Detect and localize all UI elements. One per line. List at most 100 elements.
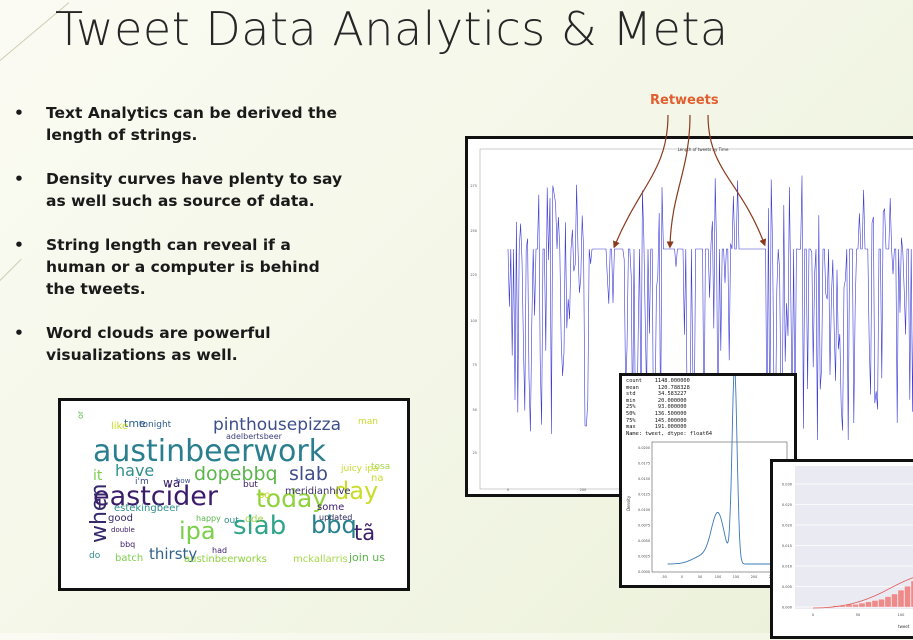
ts-y-tick: 100 [470,319,477,323]
ts-x-tick: 200 [580,488,587,492]
density-x-tick: -50 [661,575,667,579]
wordcloud-word: man [358,417,378,427]
wordcloud-word: have [115,461,155,480]
hist-kde-curve [812,577,913,609]
bullet-item: Text Analytics can be derived the length… [14,102,344,146]
density-y-tick: 0.0025 [638,555,650,559]
wordcloud-word: join us [349,551,386,564]
density-y-tick: 0.0000 [638,570,650,574]
hist-plot-area [795,466,913,609]
hist-y-tick: 0.020 [782,524,792,528]
hist-y-tick: 0.000 [782,606,792,610]
histogram-chart: 0.030 0.025 0.020 0.015 0.010 0.005 0.000 0 50 1… [782,466,913,629]
hist-y-tick: 0.005 [782,585,792,589]
chart-title: Length of tweets by Time [678,147,729,152]
wordcloud-word: tme [124,417,146,430]
wordcloud-word: wa [163,476,181,490]
wordcloud-word: mckallarris [293,554,348,565]
hist-x-tick: 100 [898,613,905,617]
bullet-item: Word clouds are powerful visualizations … [14,322,344,366]
wordcloud-word: some [317,502,345,513]
wordcloud-word: austinbeerworks [184,554,267,565]
wordcloud-word: today [256,484,328,513]
hist-bar [865,601,872,608]
ts-y-tick: 275 [470,184,477,188]
wordcloud-word: juicy ipa [341,464,379,474]
wordcloud-word: it [93,468,103,484]
hist-xlabel: tweet [898,624,910,629]
hist-bar [878,599,885,608]
wordcloud-word: how [176,477,191,485]
ts-y-tick: 225 [470,273,477,277]
wordcloud-word: slab [233,511,287,541]
hist-bar [871,600,879,608]
wordcloud-word: do [89,551,101,561]
ts-y-tick: 50 [473,408,477,412]
density-ylabel: Density [626,495,631,511]
wordcloud-word: one [76,411,85,419]
wordcloud-word: bbq [120,540,136,549]
density-y-tick: 0.0200 [638,446,650,450]
retweets-annotation: Retweets [650,93,719,108]
density-y-tick: 0.0075 [638,524,650,528]
density-y-tick: 0.0175 [638,462,650,466]
wordcloud-word: na [371,473,384,484]
density-x-tick: 0 [681,575,683,579]
wordcloud-word: tosa [371,462,391,472]
wordcloud-word: so [259,490,271,501]
hist-bar [858,602,866,608]
wordcloud-word: thirsty [149,545,198,563]
wordcloud-word: updated [319,513,353,522]
hist-x-tick: 50 [856,613,860,617]
wordcloud-word: happy [196,514,221,523]
hist-bar [897,589,905,608]
density-y-tick: 0.0050 [638,539,650,543]
wordcloud-word: double [111,526,135,534]
hist-bar [852,604,859,608]
density-x-tick: 200 [751,575,757,579]
density-x-tick: 150 [733,575,739,579]
wordcloud-word: meridianhive [285,486,351,497]
wordcloud-word: out [224,516,239,526]
ts-y-tick: 250 [470,229,477,233]
hist-y-tick: 0.025 [782,503,792,507]
hist-y-tick: 0.030 [782,483,792,487]
wordcloud-image: austinbeerwork eastcider pinthousepizza dop… [58,398,410,591]
wordcloud-word: day [334,477,379,505]
density-x-tick: 100 [715,575,721,579]
wordcloud-word: tonight [139,420,172,430]
wordcloud-word: adelbertsbeer [226,432,282,441]
histogram-panel: 0.030 0.025 0.020 0.015 0.010 0.005 0.000 0 50 1… [770,459,913,639]
wordcloud-word: austinbeerwork [93,434,327,469]
wordcloud-canvas: austinbeerwork eastcider pinthousepizza dop… [71,411,397,578]
ts-x-tick: 0 [507,488,509,492]
density-y-tick: 0.0125 [638,493,650,497]
density-chart: 0.0200 0.0175 0.0150 0.0125 0.0100 0.0075 0.00… [626,376,788,579]
hist-bar [884,596,892,608]
ts-y-tick: 25 [473,451,477,455]
wordcloud-word: but [243,480,258,490]
density-plot-area [651,441,788,573]
wordcloud-word: ode [245,514,264,525]
density-y-tick: 0.0150 [638,477,650,481]
hist-bar [891,593,898,608]
wordcloud-word: tã [354,521,376,545]
hist-x-tick: 0 [812,613,814,617]
wordcloud-word: batch [115,553,144,564]
ts-y-tick: 75 [473,363,477,367]
wordcloud-word: estekingbeer [114,503,180,514]
slide-title: Tweet Data Analytics & Meta [55,2,729,56]
wordcloud-word: eastcider [93,481,219,512]
density-curve [667,376,776,565]
bullet-item: Density curves have plenty to say as wel… [14,168,344,212]
wordcloud-word: ipa [179,517,216,545]
hist-y-tick: 0.015 [782,544,792,548]
bullet-list: Text Analytics can be derived the length… [14,102,344,388]
bullet-item: String length can reveal if a human or a… [14,234,344,300]
describe-output: count 1148.000000 mean 120.788328 std 34… [626,378,713,437]
wordcloud-word: like [111,421,129,432]
hist-bar [904,586,911,608]
wordcloud-word: i'm [135,477,149,487]
wordcloud-word: had [212,546,228,555]
wordcloud-word: dopebbq [194,463,278,485]
